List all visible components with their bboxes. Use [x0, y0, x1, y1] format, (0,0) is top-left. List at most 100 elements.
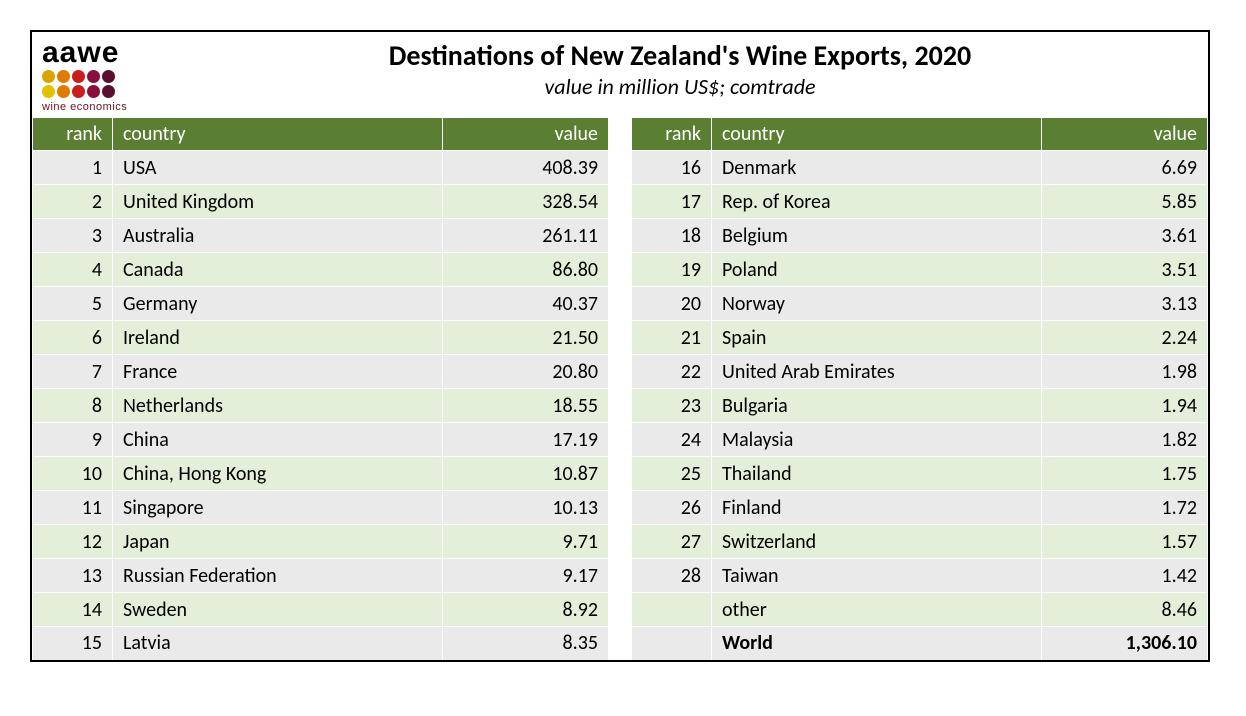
gap-cell	[610, 524, 631, 558]
cell-value: 8.46	[1042, 593, 1208, 627]
cell-value: 9.17	[443, 559, 609, 593]
gap-cell	[610, 286, 631, 320]
gap-row	[610, 490, 631, 524]
cell-country: Russian Federation	[113, 559, 443, 593]
cell-country: China, Hong Kong	[113, 457, 443, 491]
table-row: 6Ireland21.50	[33, 321, 609, 355]
cell-value: 5.85	[1042, 185, 1208, 219]
col-header-country: country	[113, 118, 443, 151]
col-header-value: value	[443, 118, 609, 151]
gap-row	[610, 456, 631, 490]
table-row: 1USA408.39	[33, 151, 609, 185]
cell-rank: 24	[632, 423, 712, 457]
cell-country: Netherlands	[113, 389, 443, 423]
logo-dot	[57, 85, 70, 98]
cell-value: 18.55	[443, 389, 609, 423]
logo-dot	[72, 70, 85, 83]
cell-value: 17.19	[443, 423, 609, 457]
cell-country: United Arab Emirates	[712, 355, 1042, 389]
cell-rank: 9	[33, 423, 113, 457]
logo-dot	[42, 85, 55, 98]
cell-rank: 1	[33, 151, 113, 185]
table-row: 7France20.80	[33, 355, 609, 389]
table-row: other8.46	[632, 593, 1208, 627]
cell-value: 1.57	[1042, 525, 1208, 559]
cell-country: Malaysia	[712, 423, 1042, 457]
gap-cell	[610, 558, 631, 592]
table-row: 2United Kingdom328.54	[33, 185, 609, 219]
gap-cell	[610, 422, 631, 456]
gap-row	[610, 422, 631, 456]
gap-row	[610, 150, 631, 184]
cell-value: 3.51	[1042, 253, 1208, 287]
cell-rank	[632, 593, 712, 627]
cell-value: 40.37	[443, 287, 609, 321]
logo-dot	[57, 70, 70, 83]
cell-rank	[632, 627, 712, 661]
gap-row	[610, 320, 631, 354]
cell-rank: 10	[33, 457, 113, 491]
logo-dot	[102, 70, 115, 83]
cell-value: 9.71	[443, 525, 609, 559]
cell-rank: 4	[33, 253, 113, 287]
cell-country: Germany	[113, 287, 443, 321]
cell-value: 1.82	[1042, 423, 1208, 457]
table-row: 23Bulgaria1.94	[632, 389, 1208, 423]
cell-country: Canada	[113, 253, 443, 287]
cell-country: France	[113, 355, 443, 389]
table-row: 19Poland3.51	[632, 253, 1208, 287]
cell-country: Latvia	[113, 627, 443, 661]
title-cell: Destinations of New Zealand's Wine Expor…	[162, 32, 1208, 117]
cell-value: 261.11	[443, 219, 609, 253]
logo-dot	[87, 85, 100, 98]
gap-cell	[610, 252, 631, 286]
cell-rank: 6	[33, 321, 113, 355]
cell-value: 8.92	[443, 593, 609, 627]
export-table-left: rank country value 1USA408.392United Kin…	[32, 117, 609, 662]
cell-value: 10.87	[443, 457, 609, 491]
cell-country: China	[113, 423, 443, 457]
cell-country: Australia	[113, 219, 443, 253]
table-row: 12Japan9.71	[33, 525, 609, 559]
title-sub: value in million US$; comtrade	[162, 74, 1198, 100]
cell-rank: 13	[33, 559, 113, 593]
table-row: 5Germany40.37	[33, 287, 609, 321]
table-header-row: rank country value	[632, 118, 1208, 151]
table-row: 28Taiwan1.42	[632, 559, 1208, 593]
gap-cell	[610, 218, 631, 252]
cell-rank: 15	[33, 627, 113, 661]
cell-value: 1.42	[1042, 559, 1208, 593]
cell-value: 408.39	[443, 151, 609, 185]
gap-row	[610, 592, 631, 626]
cell-country: Denmark	[712, 151, 1042, 185]
gap-cell	[610, 626, 631, 660]
cell-value: 3.13	[1042, 287, 1208, 321]
gap-row	[610, 558, 631, 592]
cell-country: Poland	[712, 253, 1042, 287]
table-row: 8Netherlands18.55	[33, 389, 609, 423]
gap-cell	[610, 388, 631, 422]
table-row: 22United Arab Emirates1.98	[632, 355, 1208, 389]
gap-header	[610, 118, 631, 150]
table-row: 9China17.19	[33, 423, 609, 457]
table-row: 3Australia261.11	[33, 219, 609, 253]
logo-dot	[87, 70, 100, 83]
logo-dots	[42, 70, 116, 99]
export-table-right: rank country value 16Denmark6.6917Rep. o…	[631, 117, 1208, 662]
cell-rank: 16	[632, 151, 712, 185]
cell-rank: 25	[632, 457, 712, 491]
cell-rank: 2	[33, 185, 113, 219]
cell-rank: 20	[632, 287, 712, 321]
table-row: 15Latvia8.35	[33, 627, 609, 661]
cell-country: Spain	[712, 321, 1042, 355]
cell-country: United Kingdom	[113, 185, 443, 219]
cell-value: 6.69	[1042, 151, 1208, 185]
table-row: 11Singapore10.13	[33, 491, 609, 525]
cell-rank: 7	[33, 355, 113, 389]
table-row: 25Thailand1.75	[632, 457, 1208, 491]
table-row: 24Malaysia1.82	[632, 423, 1208, 457]
logo-cell: aawe wine economics	[32, 32, 162, 117]
cell-value: 2.24	[1042, 321, 1208, 355]
logo-name: aawe	[42, 38, 119, 68]
cell-country: USA	[113, 151, 443, 185]
